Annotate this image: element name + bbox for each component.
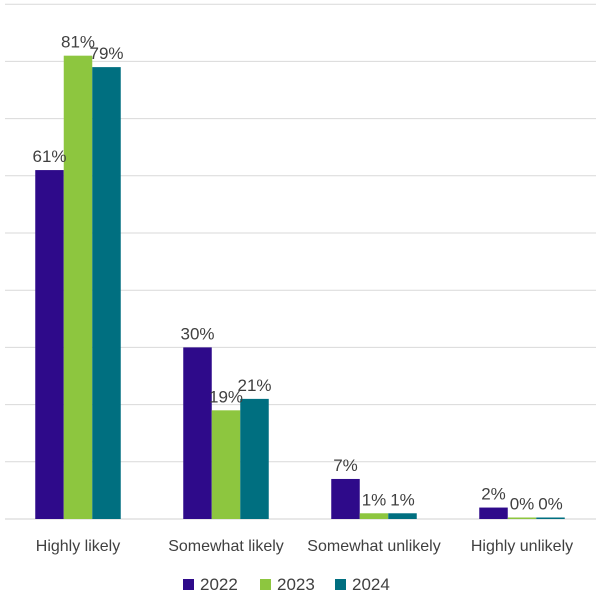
- category-label: Somewhat unlikely: [307, 538, 440, 555]
- bar-2023-somewhat-likely: [211, 410, 241, 519]
- bar-2022-somewhat-likely: [183, 347, 212, 519]
- category-label: Somewhat likely: [168, 538, 284, 555]
- bar-2023-highly-likely: [63, 55, 93, 520]
- data-label: 0%: [510, 495, 535, 514]
- data-label: 1%: [390, 490, 415, 509]
- bar-2024-highly-unlikely: [536, 517, 565, 519]
- bar-2024-somewhat-unlikely: [388, 513, 417, 519]
- data-label: 79%: [89, 44, 123, 63]
- legend-swatch-2022: [183, 579, 194, 590]
- legend-label-2024: 2024: [352, 575, 390, 594]
- data-label: 21%: [237, 376, 271, 395]
- data-label: 0%: [538, 495, 563, 514]
- legend: 2022 2023 2024: [183, 575, 390, 594]
- category-label: Highly likely: [36, 538, 120, 555]
- legend-swatch-2024: [335, 579, 346, 590]
- data-label: 1%: [362, 490, 387, 509]
- data-label: 81%: [61, 33, 95, 52]
- bar-2023-somewhat-unlikely: [359, 513, 389, 519]
- data-labels: 61%81%79%30%19%21%7%1% 1% 2%0% 0%: [32, 33, 562, 514]
- data-label: 2%: [481, 485, 506, 504]
- bar-2023-highly-unlikely: [507, 517, 537, 519]
- bars: [35, 55, 565, 520]
- data-label: 61%: [32, 147, 66, 166]
- category-label: Highly unlikely: [471, 538, 573, 555]
- bar-2022-highly-unlikely: [479, 507, 508, 519]
- legend-swatch-2023: [260, 579, 271, 590]
- data-label: 30%: [180, 324, 214, 343]
- bar-2022-highly-likely: [35, 170, 64, 519]
- legend-label-2022: 2022: [200, 575, 238, 594]
- bar-2024-highly-likely: [92, 67, 121, 520]
- data-label: 7%: [333, 456, 358, 475]
- data-label: 19%: [209, 387, 243, 406]
- bar-2022-somewhat-unlikely: [331, 478, 360, 519]
- legend-label-2023: 2023: [277, 575, 315, 594]
- category-labels: Highly likely Somewhat likely Somewhat unl…: [36, 538, 573, 555]
- bar-2024-somewhat-likely: [240, 398, 269, 519]
